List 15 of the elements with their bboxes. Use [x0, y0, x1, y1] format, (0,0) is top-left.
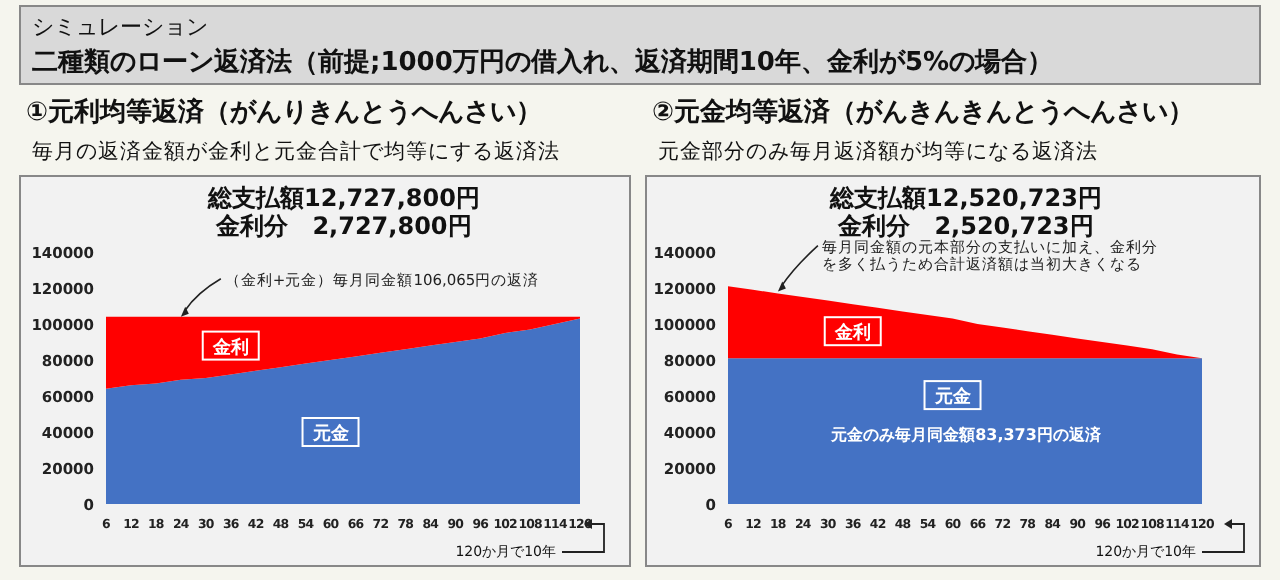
- text: 金利分 2,520,723円: [836, 212, 1094, 240]
- chart-subtitle: 元金部分のみ毎月返済額が均等になる返済法: [658, 138, 1098, 164]
- series-label: 金利: [210, 336, 249, 359]
- annotation: 元金のみ毎月同金額83,373円の返済: [829, 424, 1103, 444]
- text: シミュレーション: [32, 14, 208, 40]
- series-label: 金利: [832, 322, 871, 345]
- chart-title: ②元金均等返済（がんきんきんとうへんさい）: [652, 96, 1195, 128]
- text: 総支払額12,727,800円: [206, 184, 480, 212]
- text: 金利分 2,727,800円: [214, 212, 472, 240]
- series-label: 元金: [310, 423, 351, 445]
- text: 二種類のローン返済法（前提;1000万円の借入れ、返済期間10年、金利が5%の場合）: [32, 46, 1054, 78]
- text: 総支払額12,520,723円: [828, 184, 1102, 212]
- chart-subtitle: 毎月の返済金額が金利と元金合計で均等にする返済法: [32, 138, 560, 164]
- series-label: 元金: [932, 386, 973, 409]
- chart-title: ①元利均等返済（がんりきんとうへんさい）: [26, 96, 543, 128]
